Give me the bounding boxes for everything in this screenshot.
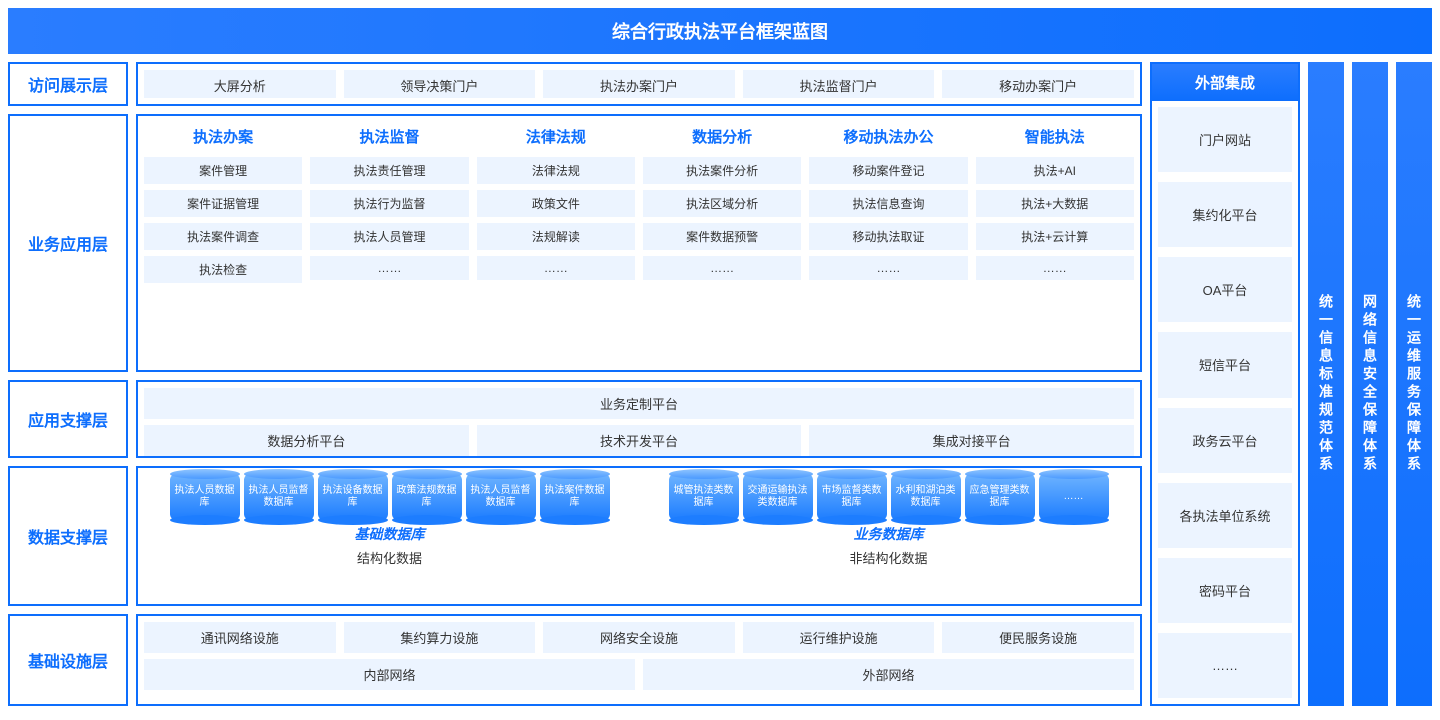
db-left-title: 基础数据库 — [144, 524, 635, 544]
infra-label: 基础设施层 — [8, 614, 128, 706]
db-right-title: 业务数据库 — [643, 524, 1134, 544]
biz-cat-title-5: 智能执法 — [976, 122, 1134, 151]
ext-item-3: 短信平台 — [1158, 332, 1292, 397]
biz-item-4-3: …… — [809, 256, 967, 280]
db-right-3: 水利和湖泊类数据库 — [891, 474, 961, 520]
ext-item-7: …… — [1158, 633, 1292, 698]
infra1-2: 网络安全设施 — [543, 622, 735, 653]
biz-cat-4: 移动执法办公移动案件登记执法信息查询移动执法取证 …… — [809, 122, 967, 364]
support-top: 业务定制平台 — [144, 388, 1134, 419]
main-title: 综合行政执法平台框架蓝图 — [8, 8, 1432, 54]
biz-item-4-0: 移动案件登记 — [809, 157, 967, 184]
biz-cat-title-3: 数据分析 — [643, 122, 801, 151]
vbar-3: 统一运维服务保障体系 — [1396, 62, 1432, 706]
db-left-1: 执法人员监督数据库 — [244, 474, 314, 520]
vbar-2: 网络信息安全保障体系 — [1352, 62, 1388, 706]
vbar-1: 统一信息标准规范体系 — [1308, 62, 1344, 706]
biz-item-2-0: 法律法规 — [477, 157, 635, 184]
biz-cat-0: 执法办案案件管理案件证据管理执法案件调查执法检查 — [144, 122, 302, 364]
biz-item-0-3: 执法检查 — [144, 256, 302, 283]
biz-item-3-0: 执法案件分析 — [643, 157, 801, 184]
db-left-2: 执法设备数据库 — [318, 474, 388, 520]
biz-item-1-0: 执法责任管理 — [310, 157, 468, 184]
biz-cat-title-0: 执法办案 — [144, 122, 302, 151]
db-right-2: 市场监督类数据库 — [817, 474, 887, 520]
ext-item-4: 政务云平台 — [1158, 408, 1292, 473]
infra1-1: 集约算力设施 — [344, 622, 536, 653]
layers-column: 访问展示层 大屏分析领导决策门户执法办案门户执法监督门户移动办案门户 业务应用层… — [8, 62, 1142, 706]
db-right-0: 城管执法类数据库 — [669, 474, 739, 520]
db-left-3: 政策法规数据库 — [392, 474, 462, 520]
infra1-0: 通讯网络设施 — [144, 622, 336, 653]
db-left-5: 执法案件数据库 — [540, 474, 610, 520]
ext-item-2: OA平台 — [1158, 257, 1292, 322]
access-item-0: 大屏分析 — [144, 70, 336, 98]
support-item-0: 数据分析平台 — [144, 425, 469, 456]
biz-item-1-2: 执法人员管理 — [310, 223, 468, 250]
biz-item-3-1: 执法区域分析 — [643, 190, 801, 217]
biz-cat-2: 法律法规法律法规政策文件法规解读…… — [477, 122, 635, 364]
business-label: 业务应用层 — [8, 114, 128, 372]
biz-cat-1: 执法监督执法责任管理执法行为监督执法人员管理 …… — [310, 122, 468, 364]
ext-item-0: 门户网站 — [1158, 107, 1292, 172]
biz-item-0-2: 执法案件调查 — [144, 223, 302, 250]
data-label: 数据支撑层 — [8, 466, 128, 606]
db-right-4: 应急管理类数据库 — [965, 474, 1035, 520]
access-item-2: 执法办案门户 — [543, 70, 735, 98]
biz-item-4-2: 移动执法取证 — [809, 223, 967, 250]
db-left-sub: 结构化数据 — [144, 548, 635, 567]
biz-item-0-0: 案件管理 — [144, 157, 302, 184]
biz-item-4-1: 执法信息查询 — [809, 190, 967, 217]
db-left-0: 执法人员数据库 — [170, 474, 240, 520]
infra2-1: 外部网络 — [643, 659, 1134, 690]
biz-item-0-1: 案件证据管理 — [144, 190, 302, 217]
db-right-5: …… — [1039, 474, 1109, 520]
biz-item-2-3: …… — [477, 256, 635, 280]
infra1-3: 运行维护设施 — [743, 622, 935, 653]
biz-item-1-1: 执法行为监督 — [310, 190, 468, 217]
biz-cat-3: 数据分析执法案件分析执法区域分析案件数据预警 …… — [643, 122, 801, 364]
infra1-4: 便民服务设施 — [942, 622, 1134, 653]
access-item-1: 领导决策门户 — [344, 70, 536, 98]
biz-item-3-2: 案件数据预警 — [643, 223, 801, 250]
access-label: 访问展示层 — [8, 62, 128, 106]
ext-item-6: 密码平台 — [1158, 558, 1292, 623]
db-right-sub: 非结构化数据 — [643, 548, 1134, 567]
biz-cat-title-4: 移动执法办公 — [809, 122, 967, 151]
access-item-4: 移动办案门户 — [942, 70, 1134, 98]
access-item-3: 执法监督门户 — [743, 70, 935, 98]
biz-cat-title-2: 法律法规 — [477, 122, 635, 151]
biz-cat-5: 智能执法执法+AI 执法+大数据执法+云计算 …… — [976, 122, 1134, 364]
biz-item-2-2: 法规解读 — [477, 223, 635, 250]
support-item-2: 集成对接平台 — [809, 425, 1134, 456]
biz-item-2-1: 政策文件 — [477, 190, 635, 217]
external-column: 外部集成 门户网站集约化平台 OA平台短信平台政务云平台各执法单位系统密码平台 …… — [1150, 62, 1300, 706]
infra2-0: 内部网络 — [144, 659, 635, 690]
ext-item-1: 集约化平台 — [1158, 182, 1292, 247]
biz-item-5-2: 执法+云计算 — [976, 223, 1134, 250]
biz-item-5-1: 执法+大数据 — [976, 190, 1134, 217]
biz-cat-title-1: 执法监督 — [310, 122, 468, 151]
biz-item-3-3: …… — [643, 256, 801, 280]
db-right-1: 交通运输执法类数据库 — [743, 474, 813, 520]
biz-item-5-3: …… — [976, 256, 1134, 280]
ext-item-5: 各执法单位系统 — [1158, 483, 1292, 548]
biz-item-5-0: 执法+AI — [976, 157, 1134, 184]
support-item-1: 技术开发平台 — [477, 425, 802, 456]
support-label: 应用支撑层 — [8, 380, 128, 458]
biz-item-1-3: …… — [310, 256, 468, 280]
external-header: 外部集成 — [1152, 64, 1298, 101]
db-left-4: 执法人员监督数据库 — [466, 474, 536, 520]
